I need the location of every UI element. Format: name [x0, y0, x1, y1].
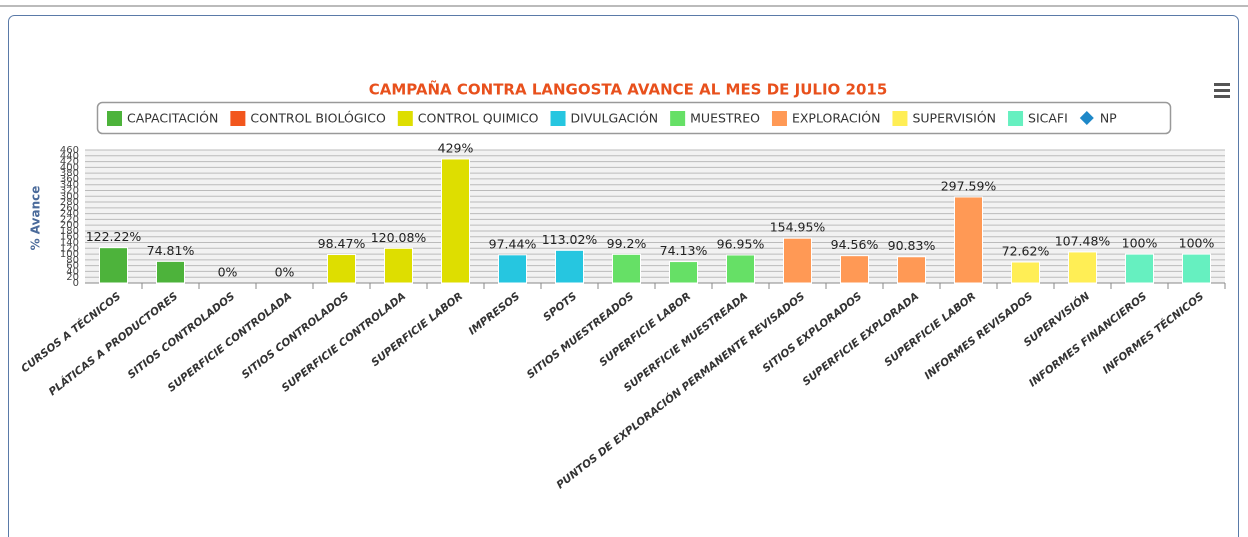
legend-swatch — [550, 111, 566, 126]
legend-label: SUPERVISIÓN — [912, 111, 996, 126]
y-tick-label: 360 — [60, 174, 79, 185]
legend-item[interactable]: SUPERVISIÓN — [892, 111, 996, 127]
legend-label: CONTROL BIOLÓGICO — [250, 111, 386, 126]
bar — [99, 247, 128, 284]
bar — [783, 237, 812, 284]
legend-item[interactable]: CONTROL QUIMICO — [397, 111, 539, 127]
data-label: 99.2% — [607, 236, 647, 251]
legend-swatch — [397, 111, 413, 126]
y-tick-label: 20 — [66, 272, 79, 283]
data-label: 96.95% — [717, 236, 765, 251]
bar — [384, 247, 413, 284]
chart-title: CAMPAÑA CONTRA LANGOSTA AVANCE AL MES DE… — [369, 80, 888, 99]
legend-swatch — [771, 111, 787, 126]
y-tick-label: 320 — [60, 185, 79, 196]
y-tick-label: 460 — [60, 145, 79, 156]
legend-label: MUESTREO — [690, 111, 760, 126]
legend-item[interactable]: CAPACITACIÓN — [107, 111, 218, 127]
y-axis-title: % Avance — [29, 186, 43, 251]
y-tick-label: 260 — [60, 203, 79, 214]
bar — [954, 196, 983, 284]
data-label: 72.62% — [1002, 244, 1050, 259]
legend-swatch — [230, 111, 246, 126]
y-tick-label: 0 — [73, 278, 79, 289]
legend-item[interactable]: MUESTREO — [670, 111, 760, 127]
bar — [669, 261, 698, 284]
legend-label: CONTROL QUIMICO — [418, 111, 539, 126]
y-tick-label: 120 — [60, 243, 79, 254]
data-label: 97.44% — [489, 236, 537, 251]
legend-label: EXPLORACIÓN — [792, 111, 880, 126]
y-tick-label: 380 — [60, 168, 79, 179]
legend-swatch — [670, 111, 686, 126]
data-label: 74.81% — [147, 243, 195, 258]
legend-swatch — [1008, 111, 1024, 126]
legend-marker — [1079, 111, 1094, 125]
y-tick-label: 220 — [60, 214, 79, 225]
y-tick-label: 200 — [60, 220, 79, 231]
y-tick-label: 300 — [60, 191, 79, 202]
y-tick-label: 80 — [66, 255, 79, 266]
menu-icon[interactable] — [1214, 83, 1230, 98]
legend-item[interactable]: DIVULGACIÓN — [550, 111, 659, 127]
bar — [1068, 251, 1097, 284]
y-tick-label: 140 — [60, 238, 79, 249]
data-label: 94.56% — [831, 237, 879, 252]
data-label: 0% — [218, 265, 238, 280]
data-label: 100% — [1179, 236, 1215, 251]
data-label: 120.08% — [371, 230, 427, 245]
data-label: 154.95% — [770, 220, 826, 235]
data-label: 113.02% — [542, 232, 598, 247]
bar — [441, 158, 470, 284]
bar — [1125, 253, 1154, 284]
bar — [156, 260, 185, 284]
bar — [327, 254, 356, 284]
legend-swatch — [892, 111, 908, 126]
data-label: 122.22% — [86, 229, 142, 244]
legend-label: DIVULGACIÓN — [571, 111, 659, 126]
y-tick-label: 60 — [66, 261, 79, 272]
legend-item[interactable]: EXPLORACIÓN — [771, 111, 880, 127]
y-tick-label: 420 — [60, 157, 79, 168]
bar — [897, 256, 926, 284]
y-tick-label: 240 — [60, 209, 79, 220]
y-tick-label: 40 — [66, 266, 79, 277]
bar — [612, 253, 641, 284]
bar — [726, 254, 755, 284]
legend-label: SICAFI — [1028, 111, 1068, 126]
bar — [840, 255, 869, 284]
y-tick-label: 160 — [60, 232, 79, 243]
data-label: 90.83% — [888, 238, 936, 253]
data-label: 98.47% — [318, 236, 366, 251]
legend-label: CAPACITACIÓN — [127, 111, 218, 126]
y-tick-label: 440 — [60, 151, 79, 162]
bar — [498, 254, 527, 284]
bar — [1182, 253, 1211, 284]
bar — [555, 249, 584, 284]
data-label: 74.13% — [660, 243, 708, 258]
legend-swatch — [107, 111, 122, 126]
legend-label: NP — [1100, 111, 1117, 126]
y-tick-label: 340 — [60, 180, 79, 191]
y-tick-label: 280 — [60, 197, 79, 208]
legend-item[interactable]: NP — [1079, 111, 1117, 126]
y-tick-label: 100 — [60, 249, 79, 260]
data-label: 100% — [1122, 236, 1158, 251]
data-label: 429% — [438, 140, 474, 155]
y-tick-label: 180 — [60, 226, 79, 237]
bar — [1011, 261, 1040, 284]
legend-item[interactable]: CONTROL BIOLÓGICO — [230, 111, 386, 127]
legend-item[interactable]: SICAFI — [1008, 111, 1068, 127]
data-label: 107.48% — [1055, 233, 1111, 248]
plot-background — [85, 150, 1225, 283]
data-label: 0% — [275, 265, 295, 280]
y-tick-label: 400 — [60, 162, 79, 173]
data-label: 297.59% — [941, 178, 997, 193]
